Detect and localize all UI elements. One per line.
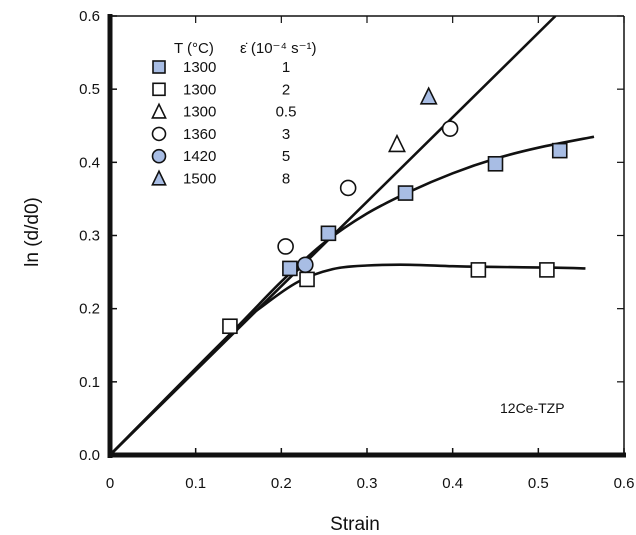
x-tick-label: 0.1 (185, 475, 206, 492)
material-annotation: 12Ce-TZP (500, 400, 565, 416)
marker-s0-p0 (282, 260, 298, 277)
legend-marker-2 (151, 102, 167, 119)
marker-s3-p2 (441, 120, 459, 137)
x-tick-label: 0.6 (614, 475, 635, 492)
marker-s1-p1 (299, 271, 315, 288)
y-tick-label: 0.3 (79, 228, 100, 245)
y-tick-label: 0.6 (79, 8, 100, 25)
marker-s4-p0 (297, 256, 314, 274)
lower-fit-line (110, 263, 586, 455)
legend-header-temp: T (°C) (174, 40, 214, 57)
y-tick-label: 0.5 (79, 81, 100, 98)
y-tick-label: 0.4 (79, 154, 100, 171)
legend-marker-0 (152, 60, 166, 74)
x-tick-label: 0.4 (442, 475, 463, 492)
marker-s5-p0 (419, 86, 438, 105)
y-tick-label: 0.1 (79, 374, 100, 391)
legend: T (°C) ε̇ (10⁻⁴ s⁻¹) 1300 1 1300 2 1300 0.5 13… (151, 40, 316, 188)
legend-rate-0: 1 (282, 59, 290, 76)
x-tick-label: 0.2 (271, 475, 292, 492)
legend-temp-3: 1360 (183, 126, 216, 143)
legend-rate-4: 5 (282, 148, 290, 165)
x-tick-label: 0.3 (357, 475, 378, 492)
legend-temp-2: 1300 (183, 104, 216, 121)
marker-s0-p2 (397, 185, 414, 201)
legend-temp-5: 1500 (183, 171, 216, 188)
legend-marker-4 (151, 148, 167, 164)
legend-rate-5: 8 (282, 171, 290, 188)
marker-s1-p0 (222, 318, 238, 335)
legend-marker-1 (152, 82, 166, 97)
marker-s3-p1 (339, 179, 357, 197)
legend-rate-3: 3 (282, 126, 290, 143)
ticks: 0 0.1 0.2 0.3 0.4 0.5 0.6 0.0 0.1 0.2 0.3 0.4 0.5 0.6 (79, 8, 634, 492)
legend-rate-1: 2 (282, 81, 290, 98)
x-axis-title: Strain (330, 514, 380, 535)
y-axis-title: ln (d/d0) (22, 197, 43, 267)
data-markers (222, 86, 568, 335)
x-tick-label: 0.5 (528, 475, 549, 492)
marker-s0-p3 (487, 155, 504, 172)
y-tick-label: 0.2 (79, 301, 100, 318)
marker-s0-p1 (320, 225, 337, 242)
x-tick-label: 0 (106, 475, 114, 492)
marker-s1-p3 (539, 262, 555, 278)
legend-header-rate: ε̇ (10⁻⁴ s⁻¹) (240, 40, 316, 57)
legend-temp-0: 1300 (183, 59, 216, 76)
legend-rate-2: 0.5 (276, 104, 297, 121)
marker-s1-p2 (470, 262, 487, 278)
marker-s0-p4 (551, 142, 568, 159)
legend-marker-3 (151, 126, 167, 142)
legend-marker-5 (151, 169, 167, 186)
legend-temp-4: 1420 (183, 148, 216, 165)
marker-s3-p0 (277, 238, 294, 255)
y-tick-label: 0.0 (79, 447, 100, 464)
legend-temp-1: 1300 (183, 81, 216, 98)
marker-s2-p0 (387, 133, 406, 153)
